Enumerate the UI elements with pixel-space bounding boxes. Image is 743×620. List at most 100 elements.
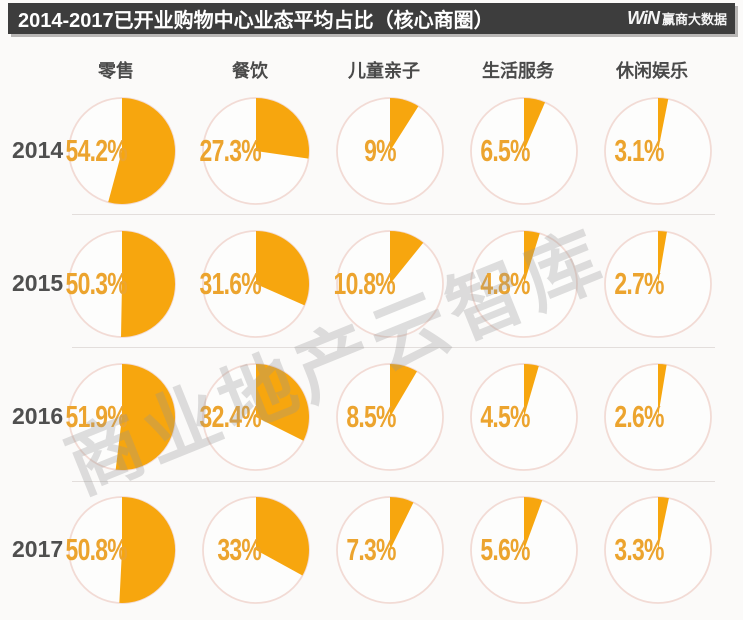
pct-label: 31.6% xyxy=(200,265,262,301)
pct-label: 5.6% xyxy=(480,531,530,567)
pct-label: 2.7% xyxy=(614,265,664,301)
pie-cell: 8.5% xyxy=(323,350,457,483)
pie-chart xyxy=(604,229,712,338)
year-row: 2015 50.3% 31.6% 10.8% 4.8% 2.7% xyxy=(0,217,743,350)
pie-cell: 4.5% xyxy=(457,350,591,483)
pie-slice xyxy=(256,230,310,305)
pct-label: 33% xyxy=(217,531,262,567)
pie-cell: 50.3% xyxy=(55,217,189,350)
pie-cell: 33% xyxy=(189,483,323,616)
pie-cell: 3.3% xyxy=(591,483,725,616)
pct-label: 8.5% xyxy=(346,398,396,434)
pie-slice xyxy=(524,230,540,284)
win-logo-text: 赢商大数据 xyxy=(661,12,727,27)
pct-label: 3.3% xyxy=(614,531,664,567)
year-row: 2014 54.2% 27.3% 9% 6.5% 3.1% xyxy=(0,84,743,217)
pie-cell: 5.6% xyxy=(457,483,591,616)
pct-label: 7.3% xyxy=(346,531,396,567)
category-header-services: 生活服务 xyxy=(482,61,554,81)
pct-label: 50.3% xyxy=(66,265,128,301)
category-header-row: 零售 餐饮 儿童亲子 生活服务 休闲娱乐 xyxy=(55,57,725,83)
pct-label: 27.3% xyxy=(200,132,262,168)
pie-chart xyxy=(470,362,578,471)
year-label: 2017 xyxy=(12,536,64,562)
pie-slice xyxy=(121,230,176,337)
title-bar: 2014-2017已开业购物中心业态平均占比（核心商圈） WiN 赢商大数据 xyxy=(8,3,735,34)
pie-chart xyxy=(202,495,310,604)
win-logo: WiN 赢商大数据 xyxy=(627,8,727,29)
category-header-leisure: 休闲娱乐 xyxy=(616,61,688,81)
pie-chart xyxy=(336,96,444,205)
pie-grid: 2014 54.2% 27.3% 9% 6.5% 3.1% 2015 50.3% 31.6% 10… xyxy=(0,84,743,616)
pct-label: 54.2% xyxy=(66,132,128,168)
pie-slice xyxy=(256,496,309,576)
pie-chart xyxy=(336,495,444,604)
pct-label: 6.5% xyxy=(480,132,530,168)
pie-cell: 2.7% xyxy=(591,217,725,350)
pie-chart xyxy=(470,495,578,604)
pie-cell: 7.3% xyxy=(323,483,457,616)
pie-slice xyxy=(658,97,669,151)
pct-label: 9% xyxy=(363,132,396,168)
pie-cell: 32.4% xyxy=(189,350,323,483)
pie-cell: 54.2% xyxy=(55,84,189,217)
pie-chart xyxy=(604,362,712,471)
pie-cell: 9% xyxy=(323,84,457,217)
pie-slice xyxy=(524,97,546,151)
pie-cell: 50.8% xyxy=(55,483,189,616)
pie-chart xyxy=(336,362,444,471)
pie-chart xyxy=(68,495,176,604)
pie-slice xyxy=(115,363,176,470)
category-header-dining: 餐饮 xyxy=(232,61,268,81)
pie-slice xyxy=(256,363,309,441)
year-row: 2017 50.8% 33% 7.3% 5.6% 3.3% xyxy=(0,483,743,616)
pct-label: 3.1% xyxy=(614,132,664,168)
year-label: 2016 xyxy=(12,403,64,429)
category-header-retail: 零售 xyxy=(98,61,134,81)
category-header-kids: 儿童亲子 xyxy=(348,61,420,81)
pct-label: 10.8% xyxy=(334,265,396,301)
pie-slice xyxy=(658,363,667,417)
pie-cell: 4.8% xyxy=(457,217,591,350)
year-label: 2014 xyxy=(12,137,64,163)
pie-chart xyxy=(604,495,712,604)
pct-label: 32.4% xyxy=(200,398,262,434)
pie-slice xyxy=(524,363,539,417)
pie-slice xyxy=(390,363,417,417)
page-title: 2014-2017已开业购物中心业态平均占比（核心商圈） xyxy=(18,10,494,32)
pct-label: 4.5% xyxy=(480,398,530,434)
pie-cell: 3.1% xyxy=(591,84,725,217)
pct-label: 2.6% xyxy=(614,398,664,434)
year-label: 2015 xyxy=(12,270,64,296)
pct-label: 4.8% xyxy=(480,265,530,301)
pie-cell: 31.6% xyxy=(189,217,323,350)
year-row: 2016 51.9% 32.4% 8.5% 4.5% 2.6% xyxy=(0,350,743,483)
pie-slice xyxy=(658,496,669,550)
pie-slice xyxy=(390,97,419,151)
pie-cell: 10.8% xyxy=(323,217,457,350)
pct-label: 51.9% xyxy=(66,398,128,434)
pie-chart xyxy=(202,229,310,338)
pie-cell: 2.6% xyxy=(591,350,725,483)
pie-slice xyxy=(108,97,175,204)
pie-chart xyxy=(68,96,176,205)
pie-chart xyxy=(68,362,176,471)
pie-chart xyxy=(68,229,176,338)
pie-slice xyxy=(390,496,414,550)
row-separator xyxy=(72,481,715,482)
pie-chart xyxy=(336,229,444,338)
pct-label: 50.8% xyxy=(66,531,128,567)
pie-slice xyxy=(524,496,543,550)
pie-cell: 6.5% xyxy=(457,84,591,217)
pie-slice xyxy=(390,230,424,284)
pie-slice xyxy=(256,97,310,159)
pie-chart xyxy=(202,362,310,471)
row-separator xyxy=(72,347,715,348)
row-separator xyxy=(72,214,715,215)
pie-chart xyxy=(202,96,310,205)
pie-cell: 27.3% xyxy=(189,84,323,217)
pie-chart xyxy=(470,229,578,338)
pie-slice xyxy=(658,230,667,284)
pie-chart xyxy=(604,96,712,205)
